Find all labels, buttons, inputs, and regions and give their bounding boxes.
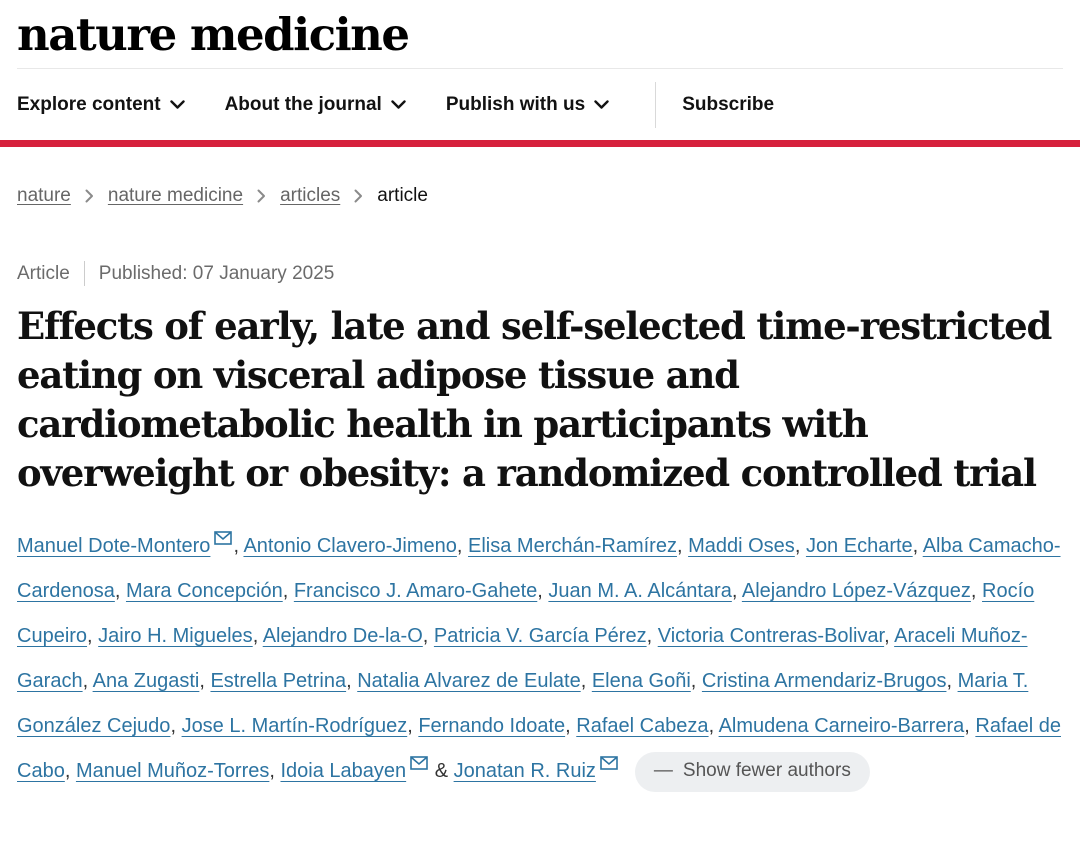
author-separator: ,: [114, 580, 126, 602]
author-separator: ,: [565, 715, 577, 737]
breadcrumb-current: article: [377, 185, 428, 206]
nav-publish-with-us[interactable]: Publish with us: [446, 94, 609, 116]
author-separator: ,: [87, 625, 99, 647]
author-link[interactable]: Jose L. Martín-Rodríguez: [181, 715, 408, 737]
author-separator: ,: [456, 535, 469, 557]
author-separator: ,: [233, 535, 244, 557]
author-link[interactable]: Idoia Labayen: [280, 760, 407, 782]
breadcrumb: nature nature medicine articles article: [17, 185, 1063, 207]
nav-label: About the journal: [224, 93, 382, 115]
nav-label: Explore content: [17, 93, 161, 115]
author-link[interactable]: Araceli Muñoz-Garach: [17, 625, 1028, 692]
author-separator: ,: [708, 715, 719, 737]
author-link[interactable]: Mara Concepción: [125, 580, 283, 602]
author-link[interactable]: Juan M. A. Alcántara: [548, 580, 732, 602]
author-link[interactable]: Manuel Muñoz-Torres: [75, 760, 270, 782]
author-separator: ,: [946, 670, 958, 692]
email-icon[interactable]: [410, 756, 428, 770]
nav-explore-content[interactable]: Explore content: [17, 94, 185, 116]
author-link[interactable]: Almudena Carneiro-Barrera: [718, 715, 965, 737]
author-link[interactable]: Cristina Armendariz-Brugos: [701, 670, 947, 692]
article-meta: Article Published: 07 January 2025: [17, 261, 1063, 286]
author-link[interactable]: Manuel Dote-Montero: [17, 535, 211, 557]
author-separator: ,: [646, 625, 658, 647]
author-link[interactable]: Rafael Cabeza: [576, 715, 709, 737]
author-link[interactable]: Rafael de Cabo: [17, 715, 1061, 782]
breadcrumb-link-articles[interactable]: articles: [280, 185, 341, 206]
author-link[interactable]: Elisa Merchán-Ramírez: [468, 535, 677, 557]
nav-label: Publish with us: [445, 93, 586, 115]
author-link[interactable]: Jairo H. Migueles: [98, 625, 253, 647]
nav-divider: [655, 81, 657, 128]
chevron-down-icon: [169, 99, 185, 109]
author-separator: ,: [580, 670, 592, 692]
author-separator: ,: [422, 625, 434, 647]
author-separator: ,: [690, 670, 702, 692]
author-link[interactable]: Fernando Idoate: [418, 715, 566, 737]
author-separator: &: [429, 760, 454, 782]
show-fewer-button[interactable]: — Show fewer authors: [634, 752, 870, 792]
breadcrumb-link-nature-medicine[interactable]: nature medicine: [107, 185, 244, 206]
author-link[interactable]: Alba Camacho-Cardenosa: [17, 535, 1061, 602]
masthead: nature medicine: [0, 0, 1080, 69]
primary-nav: Explore content About the journal Publis…: [0, 69, 1080, 140]
article-page: nature nature medicine articles article …: [0, 185, 1080, 794]
author-separator: ,: [82, 670, 93, 692]
article-title: Effects of early, late and self-selected…: [17, 304, 1052, 495]
author-separator: ,: [252, 625, 263, 647]
nav-about-journal[interactable]: About the journal: [225, 94, 406, 116]
author-link[interactable]: Victoria Contreras-Bolivar: [657, 625, 885, 647]
author-link[interactable]: Alejandro López-Vázquez: [741, 580, 971, 602]
article-type-label: Article: [17, 262, 70, 284]
author-separator: ,: [346, 670, 358, 692]
author-separator: ,: [964, 715, 976, 737]
author-link[interactable]: Rocío Cupeiro: [17, 580, 1035, 647]
author-link[interactable]: Elena Goñi: [591, 670, 691, 692]
chevron-down-icon: [594, 99, 609, 109]
author-separator: ,: [269, 760, 281, 782]
journal-accent-bar: [0, 140, 1080, 147]
chevron-down-icon: [391, 99, 406, 109]
author-link[interactable]: Estrella Petrina: [210, 670, 347, 692]
author-link[interactable]: Patricia V. García Pérez: [433, 625, 647, 647]
author-link[interactable]: Maddi Oses: [688, 535, 795, 557]
author-link[interactable]: Alejandro De-la-O: [262, 625, 423, 647]
author-separator: ,: [282, 580, 294, 602]
email-icon[interactable]: [214, 531, 233, 545]
nav-label: Subscribe: [682, 93, 775, 115]
published-date: Published: 07 January 2025: [98, 262, 335, 284]
author-link[interactable]: Jonatan R. Ruiz: [453, 760, 596, 782]
chevron-right-icon: [85, 189, 93, 203]
author-separator: ,: [199, 670, 211, 692]
chevron-right-icon: [354, 189, 363, 203]
author-link[interactable]: Natalia Alvarez de Eulate: [357, 670, 581, 692]
nav-subscribe[interactable]: Subscribe: [682, 94, 774, 116]
meta-divider: [83, 261, 85, 286]
author-separator: ,: [884, 625, 895, 647]
author-separator: ,: [64, 760, 76, 782]
author-link[interactable]: Antonio Clavero-Jimeno: [243, 535, 457, 557]
author-list: Manuel Dote-Montero, Antonio Clavero-Jim…: [17, 524, 1063, 794]
minus-icon: —: [653, 760, 673, 781]
author-separator: ,: [912, 535, 923, 557]
author-link[interactable]: Ana Zugasti: [92, 670, 200, 692]
author-separator: ,: [537, 580, 549, 602]
author-separator: ,: [170, 715, 182, 737]
email-icon[interactable]: [600, 756, 618, 770]
masthead-divider: [17, 68, 1063, 69]
author-separator: ,: [676, 535, 689, 557]
author-link[interactable]: Francisco J. Amaro-Gahete: [293, 580, 538, 602]
author-separator: ,: [407, 715, 419, 737]
author-separator: ,: [794, 535, 806, 557]
author-separator: ,: [970, 580, 983, 602]
journal-logo[interactable]: nature medicine: [17, 8, 410, 61]
author-separator: ,: [731, 580, 742, 602]
breadcrumb-link-nature[interactable]: nature: [17, 185, 71, 206]
author-link[interactable]: Jon Echarte: [805, 535, 913, 557]
chevron-right-icon: [257, 189, 266, 203]
show-fewer-label: Show fewer authors: [682, 760, 851, 781]
author-link[interactable]: Maria T. González Cejudo: [17, 670, 1029, 737]
